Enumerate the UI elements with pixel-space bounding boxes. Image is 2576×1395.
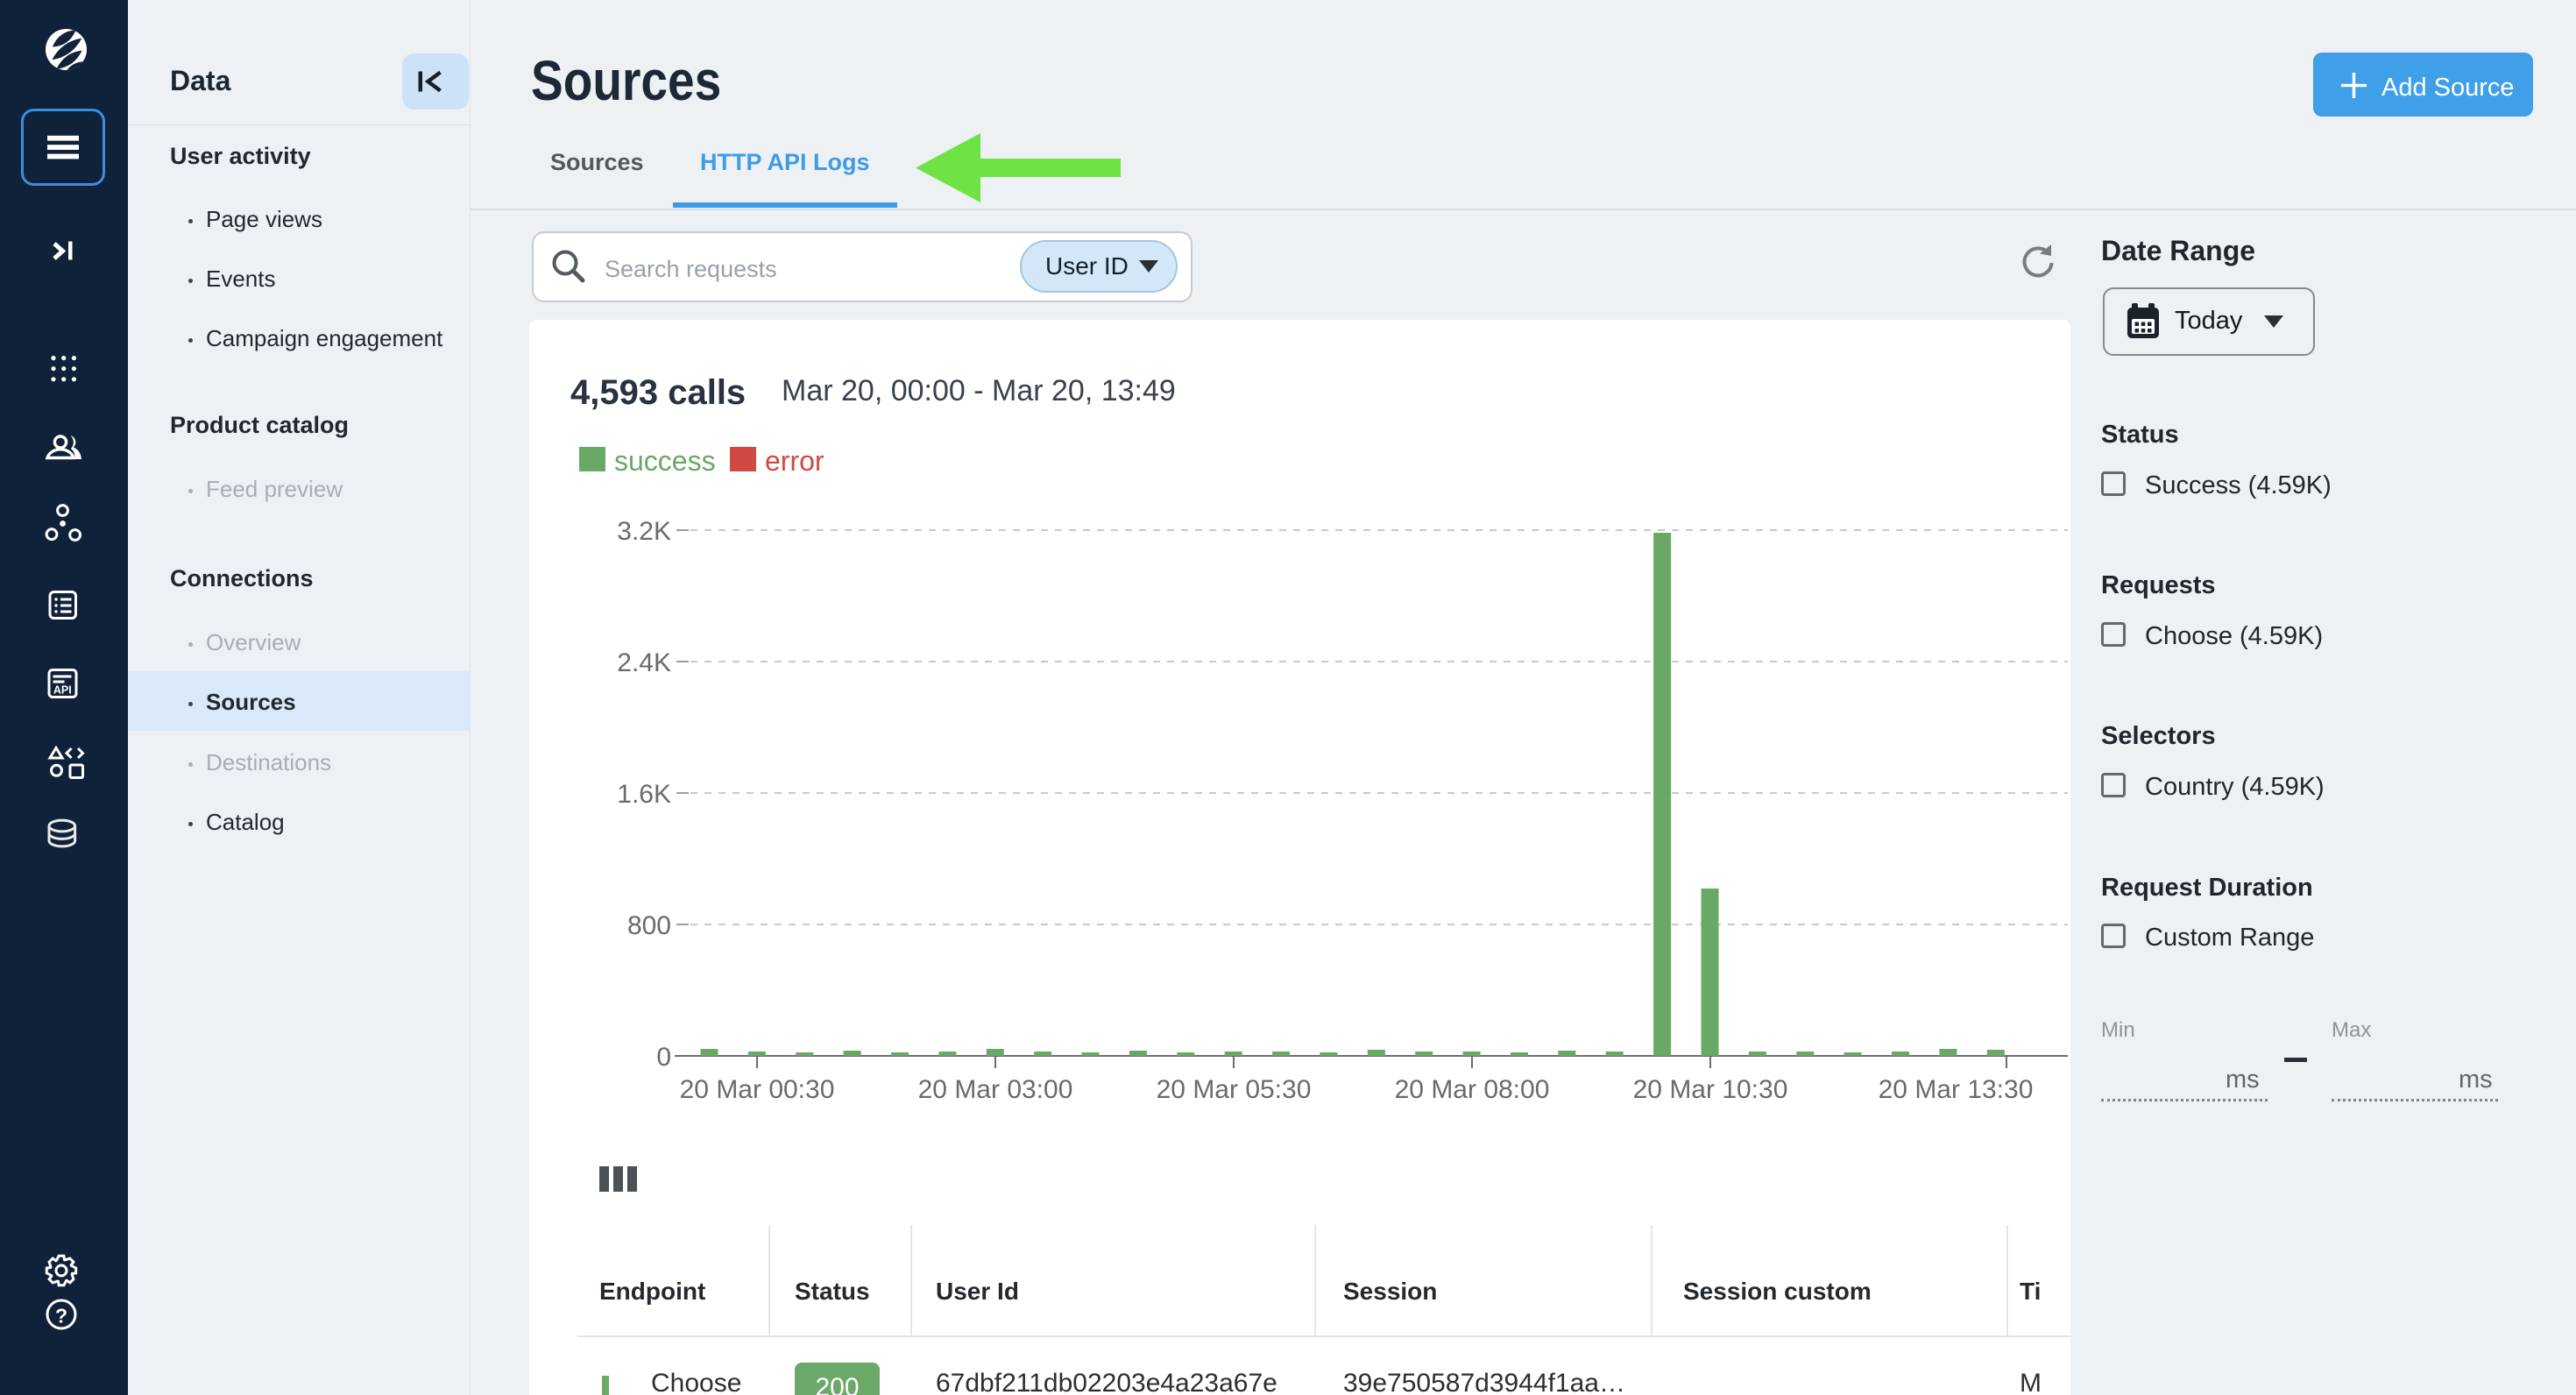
svg-text:?: ?	[55, 1305, 67, 1328]
svg-text:3.2K: 3.2K	[617, 517, 671, 546]
svg-text:20 Mar 03:00: 20 Mar 03:00	[918, 1075, 1073, 1104]
svg-text:2.4K: 2.4K	[617, 648, 671, 677]
svg-text:20 Mar 00:30: 20 Mar 00:30	[680, 1075, 835, 1104]
svg-text:20 Mar 08:00: 20 Mar 08:00	[1395, 1075, 1550, 1104]
svg-text:20 Mar 05:30: 20 Mar 05:30	[1157, 1075, 1312, 1104]
svg-text:800: 800	[627, 911, 671, 940]
svg-text:1.6K: 1.6K	[617, 780, 671, 809]
svg-text:20 Mar 13:30: 20 Mar 13:30	[1879, 1075, 2034, 1104]
svg-text:API: API	[53, 684, 72, 697]
svg-text:0: 0	[656, 1043, 671, 1072]
svg-text:20 Mar 10:30: 20 Mar 10:30	[1633, 1075, 1788, 1104]
